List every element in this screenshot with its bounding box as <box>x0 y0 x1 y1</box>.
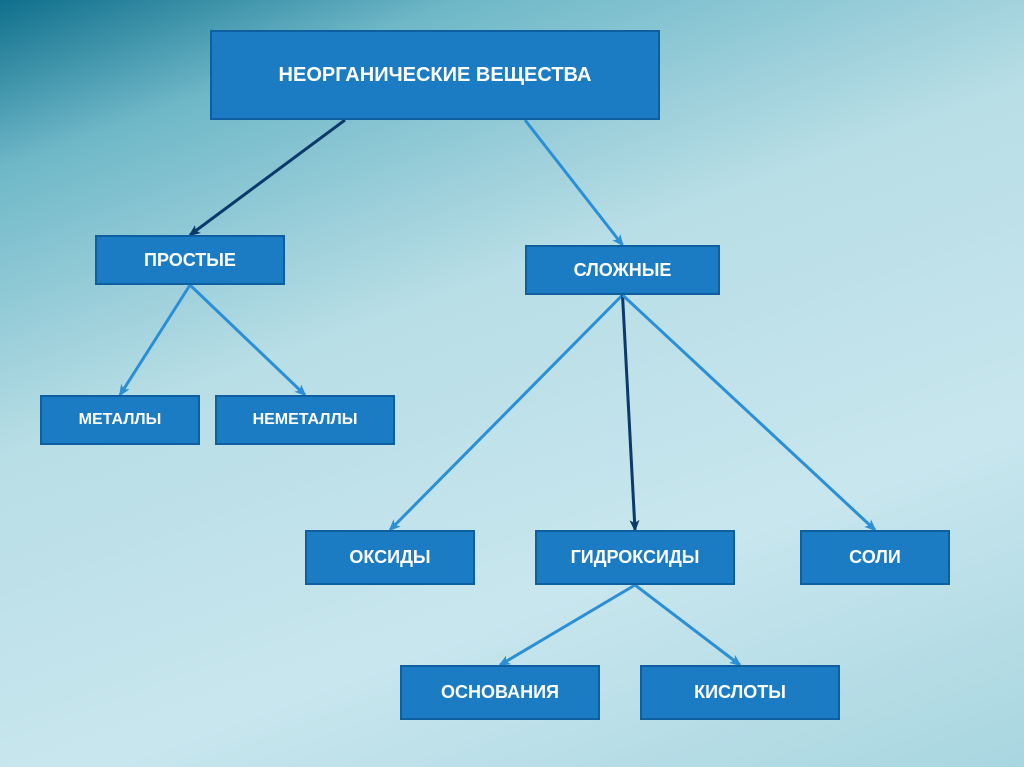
node-nonmetals: НЕМЕТАЛЛЫ <box>215 395 395 445</box>
node-oxides: ОКСИДЫ <box>305 530 475 585</box>
node-label: МЕТАЛЛЫ <box>79 411 162 429</box>
node-label: ОСНОВАНИЯ <box>441 682 559 703</box>
node-label: НЕМЕТАЛЛЫ <box>253 411 358 429</box>
edge-simple-to-nonmetals <box>190 285 305 395</box>
edge-simple-to-metals <box>120 285 190 395</box>
edge-complex-to-hydroxides <box>623 295 636 530</box>
diagram-stage: НЕОРГАНИЧЕСКИЕ ВЕЩЕСТВА ПРОСТЫЕ СЛОЖНЫЕ … <box>0 0 1024 767</box>
edge-root-to-simple <box>190 120 345 235</box>
node-acids: КИСЛОТЫ <box>640 665 840 720</box>
node-metals: МЕТАЛЛЫ <box>40 395 200 445</box>
node-simple: ПРОСТЫЕ <box>95 235 285 285</box>
edge-hydroxides-to-acids <box>635 585 740 665</box>
node-bases: ОСНОВАНИЯ <box>400 665 600 720</box>
edge-root-to-complex <box>525 120 623 245</box>
node-label: СОЛИ <box>849 547 901 568</box>
node-label: ОКСИДЫ <box>349 547 430 568</box>
node-label: СЛОЖНЫЕ <box>574 260 672 281</box>
node-complex: СЛОЖНЫЕ <box>525 245 720 295</box>
node-inorganic-substances: НЕОРГАНИЧЕСКИЕ ВЕЩЕСТВА <box>210 30 660 120</box>
node-salts: СОЛИ <box>800 530 950 585</box>
node-label: КИСЛОТЫ <box>694 682 786 703</box>
edge-hydroxides-to-bases <box>500 585 635 665</box>
node-label: НЕОРГАНИЧЕСКИЕ ВЕЩЕСТВА <box>279 64 592 87</box>
edge-complex-to-salts <box>623 295 876 530</box>
node-label: ПРОСТЫЕ <box>144 250 236 271</box>
node-hydroxides: ГИДРОКСИДЫ <box>535 530 735 585</box>
node-label: ГИДРОКСИДЫ <box>571 547 700 568</box>
edge-complex-to-oxides <box>390 295 623 530</box>
